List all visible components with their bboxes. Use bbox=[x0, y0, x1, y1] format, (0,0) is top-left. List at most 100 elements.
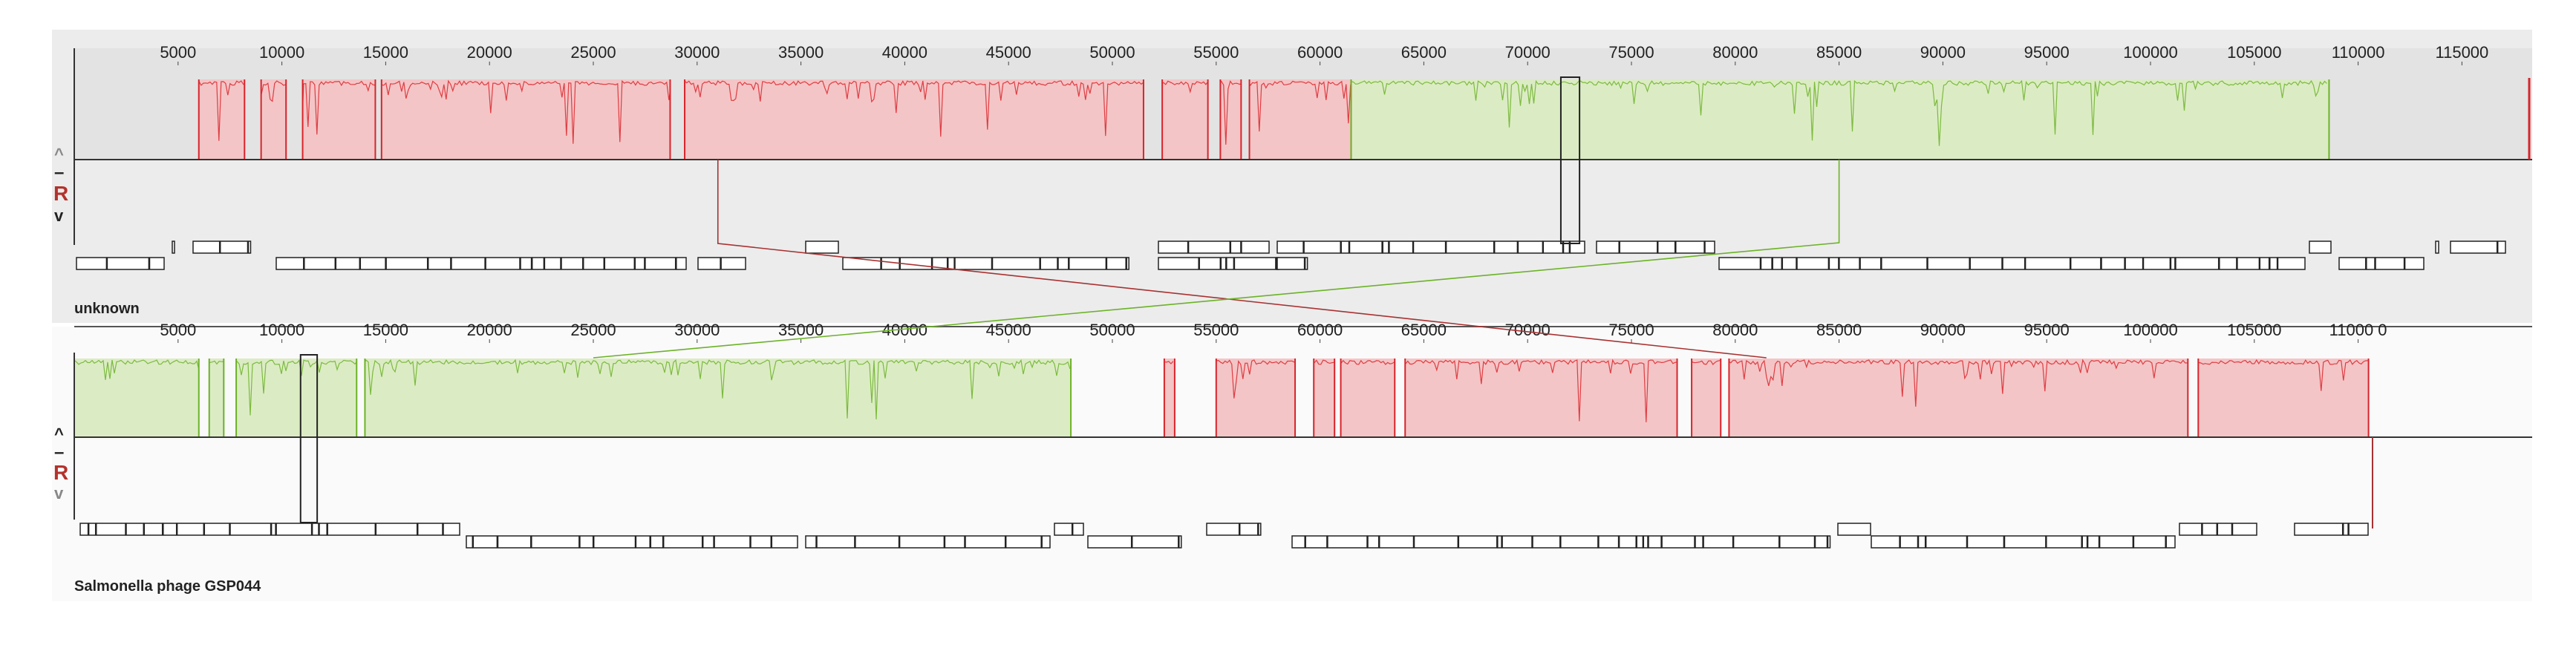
panel-2-lcb-block[interactable] bbox=[1163, 359, 1175, 437]
panel-2-gene[interactable] bbox=[2099, 535, 2134, 549]
panel-1-gene[interactable] bbox=[947, 257, 955, 270]
panel-2-gene[interactable] bbox=[2165, 535, 2176, 549]
panel-2-highlight-box[interactable] bbox=[299, 354, 319, 523]
panel-2-gene[interactable] bbox=[1378, 535, 1415, 549]
panel-1-gene[interactable] bbox=[720, 257, 746, 270]
panel-1-gene[interactable] bbox=[1389, 240, 1414, 254]
panel-2-gene[interactable] bbox=[1900, 535, 1919, 549]
panel-2-gene[interactable] bbox=[163, 523, 177, 536]
panel-2-gene[interactable] bbox=[650, 535, 664, 549]
panel-2-gene[interactable] bbox=[472, 535, 498, 549]
panel-1-gene[interactable] bbox=[1517, 240, 1544, 254]
panel-1-gene[interactable] bbox=[247, 240, 252, 254]
panel-1-up-button[interactable]: ^ bbox=[54, 145, 64, 163]
panel-2-gene[interactable] bbox=[1560, 535, 1599, 549]
panel-1-gene[interactable] bbox=[192, 240, 221, 254]
panel-2-gene[interactable] bbox=[1305, 535, 1328, 549]
panel-1-gene[interactable] bbox=[645, 257, 676, 270]
panel-2-gene[interactable] bbox=[1814, 535, 1828, 549]
panel-2-gene[interactable] bbox=[1041, 535, 1051, 549]
panel-2-gene[interactable] bbox=[1087, 535, 1132, 549]
panel-2-gene[interactable] bbox=[311, 523, 319, 536]
panel-1-gene[interactable] bbox=[2404, 257, 2425, 270]
panel-1-gene[interactable] bbox=[991, 257, 1040, 270]
panel-2-gene[interactable] bbox=[965, 535, 1006, 549]
panel-1-gene[interactable] bbox=[2175, 257, 2220, 270]
panel-1-gene[interactable] bbox=[1158, 257, 1199, 270]
panel-1-gene[interactable] bbox=[2277, 257, 2306, 270]
panel-2-gene[interactable] bbox=[1703, 535, 1734, 549]
panel-2-gene[interactable] bbox=[229, 523, 272, 536]
panel-1-gene[interactable] bbox=[106, 257, 150, 270]
panel-2-gene[interactable] bbox=[1643, 535, 1649, 549]
panel-2-gene[interactable] bbox=[2179, 523, 2202, 536]
panel-1-gene[interactable] bbox=[604, 257, 636, 270]
panel-1-gene[interactable] bbox=[1718, 257, 1761, 270]
panel-1-gene[interactable] bbox=[1040, 257, 1058, 270]
panel-1-lcb-block[interactable] bbox=[198, 78, 1352, 160]
panel-2-gene[interactable] bbox=[1458, 535, 1498, 549]
panel-1-gene[interactable] bbox=[2366, 257, 2376, 270]
panel-1-gene[interactable] bbox=[2269, 257, 2278, 270]
panel-1-gene[interactable] bbox=[1303, 240, 1341, 254]
panel-2-gene[interactable] bbox=[275, 523, 313, 536]
panel-2-gene[interactable] bbox=[2348, 523, 2369, 536]
panel-1-gene[interactable] bbox=[2309, 240, 2332, 254]
panel-2-gene[interactable] bbox=[771, 535, 798, 549]
panel-1-gene[interactable] bbox=[1704, 240, 1715, 254]
panel-2-gene[interactable] bbox=[750, 535, 772, 549]
panel-1-gene[interactable] bbox=[954, 257, 993, 270]
panel-2-gene[interactable] bbox=[2081, 535, 2088, 549]
panel-2-gene[interactable] bbox=[375, 523, 418, 536]
panel-1-gene[interactable] bbox=[76, 257, 108, 270]
panel-1-gene[interactable] bbox=[1596, 240, 1620, 254]
panel-2-gene[interactable] bbox=[1291, 535, 1305, 549]
panel-1-gene[interactable] bbox=[1158, 240, 1189, 254]
panel-2-gene[interactable] bbox=[1131, 535, 1179, 549]
panel-2-gene[interactable] bbox=[443, 523, 460, 536]
panel-2-gene[interactable] bbox=[497, 535, 532, 549]
panel-1-gene[interactable] bbox=[304, 257, 336, 270]
panel-1-gene[interactable] bbox=[1493, 240, 1519, 254]
panel-2-gene[interactable] bbox=[899, 535, 945, 549]
panel-2-gene[interactable] bbox=[2217, 523, 2233, 536]
panel-1-gene[interactable] bbox=[2002, 257, 2026, 270]
panel-2-gene[interactable] bbox=[2294, 523, 2344, 536]
panel-1-gene[interactable] bbox=[451, 257, 486, 270]
panel-1-gene[interactable] bbox=[1220, 257, 1227, 270]
panel-1-gene[interactable] bbox=[2497, 240, 2506, 254]
panel-1-highlight-box[interactable] bbox=[1559, 76, 1581, 244]
panel-1-gene[interactable] bbox=[1619, 240, 1658, 254]
panel-1-gene[interactable] bbox=[1382, 240, 1389, 254]
panel-2-gene[interactable] bbox=[1367, 535, 1380, 549]
panel-1-gene[interactable] bbox=[1069, 257, 1107, 270]
panel-2-gene[interactable] bbox=[1966, 535, 2005, 549]
panel-1-gene[interactable] bbox=[1226, 257, 1235, 270]
panel-1-gene[interactable] bbox=[2450, 240, 2498, 254]
panel-2-gene[interactable] bbox=[1258, 523, 1262, 536]
panel-2-gene[interactable] bbox=[2231, 523, 2257, 536]
panel-1-gene[interactable] bbox=[2024, 257, 2071, 270]
panel-1-gene[interactable] bbox=[1233, 257, 1276, 270]
panel-2-gene[interactable] bbox=[1732, 535, 1780, 549]
panel-1-gene[interactable] bbox=[1542, 240, 1564, 254]
panel-1-down-button[interactable]: v bbox=[54, 206, 64, 225]
panel-1-gene[interactable] bbox=[1230, 240, 1242, 254]
panel-2-gene[interactable] bbox=[855, 535, 900, 549]
panel-2-lcb-block[interactable] bbox=[1215, 357, 2370, 437]
panel-1-gene[interactable] bbox=[172, 240, 175, 254]
panel-2-gene[interactable] bbox=[2133, 535, 2166, 549]
panel-1-gene[interactable] bbox=[805, 240, 839, 254]
panel-1-gene[interactable] bbox=[485, 257, 521, 270]
panel-2-gene[interactable] bbox=[1178, 535, 1182, 549]
panel-2-gene[interactable] bbox=[805, 535, 817, 549]
panel-1-gene[interactable] bbox=[1927, 257, 1970, 270]
panel-2-gene[interactable] bbox=[1413, 535, 1459, 549]
panel-2-gene[interactable] bbox=[2342, 523, 2349, 536]
panel-1-gene[interactable] bbox=[2125, 257, 2144, 270]
panel-2-gene[interactable] bbox=[2087, 535, 2100, 549]
panel-1-gene[interactable] bbox=[2070, 257, 2101, 270]
panel-2-gene[interactable] bbox=[816, 535, 855, 549]
panel-2-gene[interactable] bbox=[95, 523, 126, 536]
panel-2-gene[interactable] bbox=[531, 535, 580, 549]
